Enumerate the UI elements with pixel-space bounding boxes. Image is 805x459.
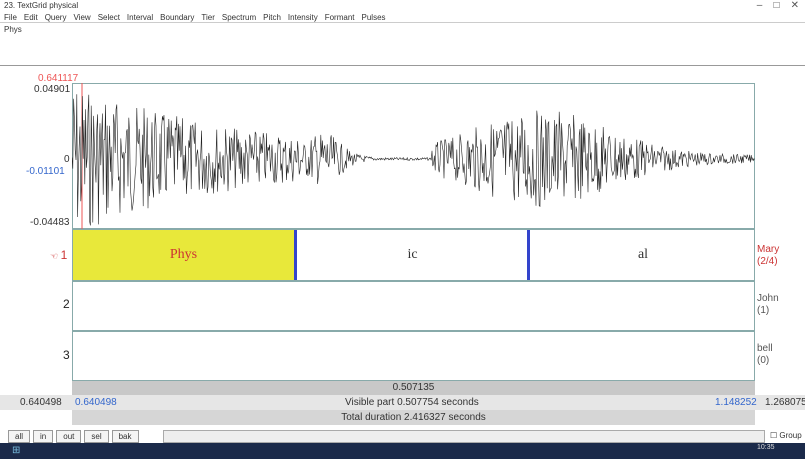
- tier-name: bell: [757, 343, 773, 354]
- tier-count: (1): [757, 305, 770, 316]
- waveform-frame: [72, 83, 755, 229]
- zoom-button[interactable]: sel: [84, 430, 109, 443]
- tier-number: 2: [63, 297, 70, 311]
- zoom-button[interactable]: in: [33, 430, 54, 443]
- menu-item[interactable]: Interval: [126, 13, 154, 22]
- group-label: Group: [779, 431, 802, 440]
- menu-item[interactable]: Intensity: [287, 13, 318, 22]
- window-end: 1.268075: [765, 397, 805, 408]
- menu-item[interactable]: View: [73, 13, 91, 22]
- interval[interactable]: al: [637, 247, 649, 262]
- boundary[interactable]: [294, 230, 297, 280]
- amp-min: -0.04483: [30, 217, 70, 228]
- boundary[interactable]: [527, 230, 530, 280]
- menu-item[interactable]: Query: [44, 13, 67, 22]
- visible-end: 1.148252: [715, 397, 757, 408]
- menu-item[interactable]: Edit: [23, 13, 38, 22]
- tier-count: (2/4): [757, 256, 778, 267]
- visible-part: Visible part 0.507754 seconds: [345, 397, 479, 408]
- tier-count: (0): [757, 355, 770, 366]
- text-field[interactable]: Phys: [0, 22, 805, 66]
- tier-1[interactable]: Phys ic al: [72, 229, 755, 281]
- selection-bar[interactable]: 0.507135: [72, 381, 755, 395]
- amp-cursor: -0.01101: [26, 166, 65, 177]
- scrollbar[interactable]: [163, 430, 765, 443]
- menu-item[interactable]: Boundary: [160, 13, 195, 22]
- window-controls[interactable]: – □ ✕: [756, 0, 799, 11]
- window-start: 0.640498: [20, 397, 62, 408]
- window-title: 23. TextGrid physical: [4, 1, 79, 10]
- menu-item[interactable]: Tier: [201, 13, 215, 22]
- menu-item[interactable]: File: [4, 13, 17, 22]
- tier-2[interactable]: [72, 281, 755, 331]
- amp-zero: 0: [64, 154, 70, 165]
- menu-item[interactable]: Select: [97, 13, 120, 22]
- cursor-time: 0.641117: [38, 73, 79, 84]
- interval[interactable]: ic: [407, 247, 418, 262]
- zoom-button[interactable]: all: [8, 430, 31, 443]
- interval-selected[interactable]: Phys: [73, 230, 294, 280]
- menu-item[interactable]: Pulses: [361, 13, 386, 22]
- group-checkbox[interactable]: ☐ Group: [770, 431, 802, 440]
- amp-max: 0.04901: [34, 84, 71, 95]
- menu-item[interactable]: Spectrum: [221, 13, 257, 22]
- menu-item[interactable]: Formant: [324, 13, 355, 22]
- waveform-path: [72, 94, 755, 226]
- menu-item[interactable]: Pitch: [263, 13, 281, 22]
- text-field-value: Phys: [4, 25, 22, 34]
- tier-name: John: [757, 293, 779, 304]
- clock: 10:35: [757, 444, 775, 451]
- menu-bar: File Edit Query View Select Interval Boundary T…: [4, 13, 393, 22]
- tier-name: Mary: [757, 244, 780, 255]
- start-button[interactable]: ⊞: [12, 445, 21, 456]
- total-duration: Total duration 2.416327 seconds: [341, 412, 486, 423]
- tier-3[interactable]: [72, 331, 755, 381]
- tier-number: 3: [63, 348, 70, 362]
- zoom-button[interactable]: bak: [111, 430, 139, 443]
- zoom-button[interactable]: out: [56, 430, 82, 443]
- taskbar: ⊞ 10:35: [0, 443, 805, 459]
- button-row: all in out sel bak: [8, 430, 142, 443]
- total-bar[interactable]: Total duration 2.416327 seconds: [72, 410, 755, 425]
- visible-bar[interactable]: 0.640498 0.640498 Visible part 0.507754 …: [0, 395, 805, 410]
- selection-duration: 0.507135: [392, 382, 435, 393]
- waveform: [72, 83, 755, 229]
- visible-start: 0.640498: [75, 397, 117, 408]
- tier-number: 1: [60, 248, 68, 262]
